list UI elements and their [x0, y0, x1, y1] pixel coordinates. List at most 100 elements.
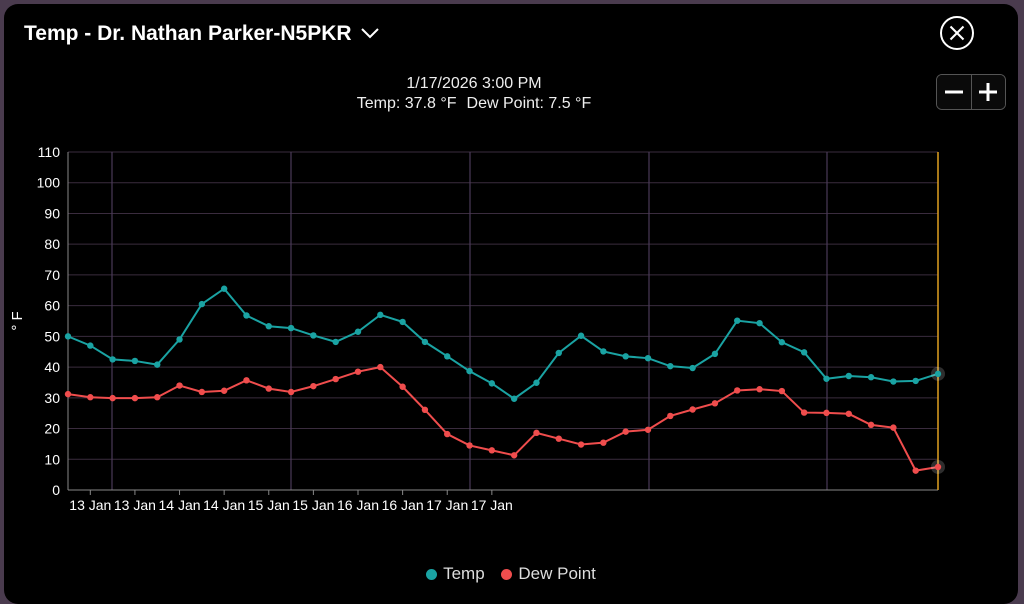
- data-point: [131, 394, 139, 402]
- data-point: [176, 382, 183, 389]
- data-point: [399, 318, 406, 326]
- y-tick-label: 20: [44, 421, 60, 437]
- data-point: [399, 383, 406, 390]
- y-tick-label: 90: [44, 205, 60, 221]
- data-point: [354, 328, 362, 335]
- data-point: [332, 338, 339, 346]
- panel-title: Temp - Dr. Nathan Parker-N5PKR: [24, 22, 352, 45]
- x-tick-label: 15 Jan: [292, 497, 334, 513]
- station-selector[interactable]: Temp - Dr. Nathan Parker-N5PKR: [24, 22, 380, 46]
- close-button[interactable]: [940, 16, 974, 50]
- data-point: [778, 339, 786, 346]
- zoom-in-button[interactable]: [970, 75, 1005, 109]
- data-point: [644, 426, 652, 433]
- data-point: [287, 324, 295, 332]
- x-tick-label: 13 Jan: [69, 497, 111, 513]
- data-point: [488, 447, 496, 454]
- data-point: [823, 375, 830, 382]
- data-point: [622, 428, 629, 435]
- data-point: [711, 400, 719, 407]
- data-point: [444, 353, 451, 360]
- chart-legend: Temp Dew Point: [4, 564, 1018, 585]
- x-tick-label: 14 Jan: [203, 497, 245, 513]
- data-point: [756, 386, 763, 393]
- data-point: [466, 367, 473, 375]
- data-point: [934, 463, 942, 471]
- plus-icon: [979, 83, 998, 101]
- data-point: [310, 332, 317, 339]
- data-point: [890, 378, 897, 385]
- data-point: [734, 317, 741, 324]
- data-point: [667, 412, 674, 420]
- data-point: [220, 285, 228, 292]
- y-tick-label: 110: [38, 144, 61, 160]
- zoom-out-button[interactable]: [937, 75, 971, 109]
- series-line-temp: [67, 287, 939, 400]
- legend-item-temp[interactable]: Temp: [426, 564, 485, 584]
- data-point: [243, 377, 250, 384]
- data-point: [800, 409, 808, 416]
- data-point: [220, 387, 228, 394]
- data-point: [778, 387, 786, 395]
- legend-swatch-dew: [501, 568, 513, 580]
- data-point: [198, 300, 206, 308]
- y-tick-label: 0: [52, 482, 60, 498]
- data-point: [131, 357, 139, 365]
- data-point: [912, 377, 919, 385]
- legend-item-dew[interactable]: Dew Point: [501, 564, 596, 584]
- tooltip-temp: Temp: 37.8 °F: [356, 95, 457, 112]
- data-point: [488, 380, 496, 387]
- series-line-dew-point: [67, 366, 939, 472]
- data-point: [109, 394, 116, 402]
- data-point: [689, 406, 696, 413]
- data-point: [555, 435, 562, 442]
- data-point: [934, 370, 942, 378]
- data-point: [354, 368, 362, 375]
- data-point: [867, 374, 875, 381]
- y-tick-label: 60: [44, 298, 60, 314]
- data-point: [198, 388, 206, 396]
- data-point: [845, 372, 852, 380]
- y-tick-label: 70: [44, 267, 60, 283]
- x-tick-label: 16 Jan: [337, 497, 379, 513]
- data-point: [421, 338, 429, 346]
- data-point: [377, 363, 384, 371]
- data-point: [845, 410, 852, 417]
- y-tick-label: 10: [44, 451, 60, 467]
- x-tick-label: 16 Jan: [382, 497, 424, 513]
- data-point: [64, 333, 72, 340]
- data-point: [555, 349, 562, 357]
- data-point: [823, 409, 830, 417]
- data-point: [64, 390, 72, 398]
- data-point: [444, 430, 451, 438]
- close-icon: [949, 25, 965, 41]
- chart-panel: Temp - Dr. Nathan Parker-N5PKR 1/17/2026…: [4, 4, 1018, 604]
- y-tick-label: 30: [44, 390, 60, 406]
- tooltip-datetime: 1/17/2026 3:00 PM: [406, 75, 542, 92]
- legend-label-temp: Temp: [443, 564, 485, 583]
- data-point: [154, 361, 161, 368]
- data-point: [310, 382, 317, 390]
- minus-icon: [944, 90, 963, 94]
- data-point: [577, 441, 585, 448]
- data-point: [332, 375, 339, 383]
- x-tick-label: 15 Jan: [248, 497, 290, 513]
- data-point: [287, 388, 295, 396]
- data-point: [890, 424, 897, 431]
- data-point: [689, 364, 696, 372]
- x-tick-label: 17 Jan: [471, 497, 513, 513]
- data-point: [377, 311, 384, 319]
- data-point: [265, 323, 272, 330]
- data-point: [667, 362, 674, 370]
- data-point: [265, 385, 272, 392]
- data-point: [109, 356, 116, 363]
- data-point: [800, 349, 808, 356]
- y-axis-label: ° F: [9, 311, 26, 330]
- y-tick-label: 40: [44, 359, 60, 375]
- data-point: [533, 379, 540, 386]
- data-point: [600, 439, 607, 446]
- data-point: [756, 319, 763, 327]
- data-point: [421, 406, 429, 414]
- data-point: [734, 387, 741, 394]
